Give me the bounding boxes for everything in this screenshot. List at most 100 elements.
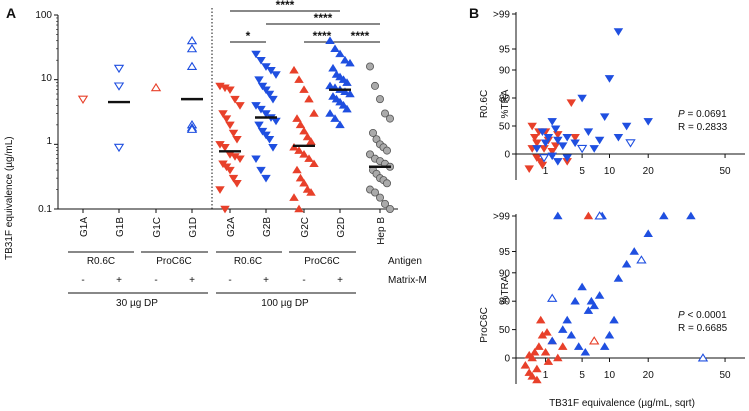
xtick-label-hep-b: Hep B — [376, 217, 387, 245]
xtick-label-g1a: G1A — [79, 217, 90, 237]
significance-label-4: **** — [351, 29, 370, 43]
xtick-label-g2a: G2A — [226, 217, 237, 237]
point-g2c-4 — [309, 109, 319, 117]
top-point-1-18 — [537, 128, 548, 136]
bottom-point-0-5 — [534, 342, 544, 350]
matrix-g1d: + — [189, 275, 195, 286]
point-g2b-17 — [261, 131, 271, 140]
top-point-1-14 — [621, 122, 632, 131]
point-g2d-18 — [338, 101, 349, 109]
top-xtick-label-0: 1 — [543, 166, 549, 177]
bottom-ytick-label-2: 90 — [499, 268, 511, 279]
bottom-point-0-4 — [532, 364, 542, 373]
top-ytick-label-5: 0 — [504, 150, 510, 161]
point-g2c-6 — [295, 120, 306, 129]
bottom-r-value: R = 0.6685 — [678, 323, 728, 334]
top-point-2-1 — [576, 144, 588, 154]
point-g2d-5 — [328, 63, 338, 72]
top-point-1-16 — [553, 158, 563, 166]
antigen-proc6c-100: ProC6C — [304, 256, 340, 267]
top-point-1-17 — [594, 136, 605, 145]
point-g2a-7 — [225, 121, 235, 130]
top-point-1-3 — [547, 152, 557, 161]
bottom-point-1-20 — [580, 347, 591, 356]
bottom-point-2-0 — [547, 293, 558, 302]
top-ytick-label-2: 90 — [499, 66, 511, 77]
point-g1b-0 — [113, 64, 125, 74]
top-point-0-2 — [532, 139, 542, 148]
top-xtick-label-2: 10 — [604, 166, 616, 177]
top-point-1-9 — [583, 128, 594, 136]
point-g2a-18 — [228, 174, 239, 183]
bottom-point-2-2 — [636, 255, 647, 264]
top-point-1-4 — [553, 136, 563, 145]
significance-label-1: **** — [276, 0, 295, 12]
point-g2c-21 — [294, 204, 304, 213]
significance-label-0: * — [246, 29, 251, 43]
point-hep-b-19 — [382, 179, 391, 188]
bottom-point-1-5 — [583, 306, 594, 314]
point-g2c-20 — [289, 193, 299, 201]
point-hep-b-22 — [375, 193, 384, 202]
point-g1a-0 — [77, 95, 89, 104]
point-g2d-13 — [340, 87, 350, 96]
top-point-1-21 — [599, 113, 610, 122]
point-g2c-16 — [295, 173, 306, 182]
point-g2b-3 — [266, 66, 276, 75]
antigen-proc6c-30: ProC6C — [156, 256, 192, 267]
point-g2b-14 — [271, 117, 281, 126]
top-point-1-15 — [643, 118, 653, 126]
point-g2a-8 — [228, 129, 239, 138]
bottom-point-0-3 — [529, 347, 540, 356]
point-g2a-11 — [220, 144, 230, 152]
point-g2d-19 — [342, 104, 352, 113]
top-point-1-11 — [604, 75, 615, 83]
top-point-2-2 — [625, 139, 636, 148]
point-hep-b-1 — [370, 81, 379, 90]
point-g2a-5 — [218, 110, 228, 118]
bottom-p-text: < 0.0001 — [685, 310, 727, 321]
point-hep-b-24 — [385, 204, 394, 213]
point-g2d-2 — [335, 49, 345, 58]
point-g2a-3 — [230, 95, 240, 104]
top-ytick-label-0: >99 — [493, 10, 510, 21]
bottom-point-1-3 — [570, 296, 580, 305]
bottom-point-3-0 — [589, 336, 600, 345]
point-g2d-14 — [345, 89, 355, 98]
point-g2a-19 — [232, 180, 242, 188]
point-g2a-2 — [225, 86, 235, 95]
bottom-xlabel: TB31F equivalence (µg/mL, sqrt) — [549, 398, 695, 409]
point-hep-b-5 — [368, 128, 377, 137]
top-point-2-0 — [538, 154, 550, 163]
point-hep-b-9 — [382, 146, 391, 155]
point-g2a-17 — [225, 166, 235, 175]
xtick-label-g2c: G2C — [300, 217, 311, 238]
point-g2b-15 — [254, 121, 264, 130]
point-g2a-21 — [220, 205, 230, 214]
point-hep-b-2 — [375, 95, 384, 104]
top-point-0-0 — [527, 122, 537, 131]
dose-100: 100 µg DP — [261, 298, 309, 309]
significance-label-2: **** — [314, 11, 333, 25]
top-ytick-label-1: 95 — [499, 45, 511, 56]
point-hep-b-10 — [365, 150, 374, 159]
antigen-r06c-30: R0.6C — [87, 256, 115, 267]
matrix-g1a: - — [81, 275, 84, 286]
point-g1b-1 — [113, 82, 125, 91]
top-point-0-14 — [570, 133, 580, 142]
top-title: R0.6C — [479, 90, 490, 118]
point-g2d-0 — [325, 36, 335, 44]
significance-label-3: **** — [313, 29, 332, 43]
ytick-10: 10 — [41, 73, 53, 84]
top-point-0-10 — [524, 165, 534, 174]
bottom-point-1-13 — [629, 247, 639, 255]
bottom-point-0-14 — [583, 211, 594, 220]
panel-a-letter: A — [6, 5, 16, 21]
bottom-point-1-14 — [643, 229, 653, 237]
bottom-ytick-label-0: >99 — [493, 212, 510, 223]
point-g2c-3 — [304, 94, 314, 103]
top-point-1-5 — [558, 142, 568, 150]
top-point-1-0 — [532, 145, 542, 153]
bottom-xtick-label-4: 50 — [719, 370, 731, 381]
